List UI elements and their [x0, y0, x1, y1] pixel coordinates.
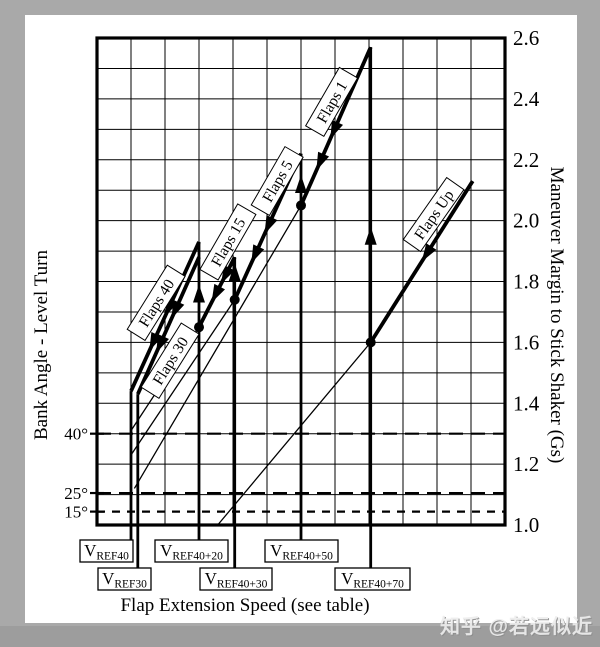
up-arrow — [228, 263, 241, 282]
bank-angle-label: 15° — [64, 503, 88, 522]
up-arrow — [364, 226, 377, 245]
transition-dot — [365, 337, 376, 348]
g-axis-tick-label: 1.0 — [513, 513, 539, 537]
watermark-zhihu: 知乎 @若远似近 — [439, 616, 593, 638]
y-axis-title-right: Maneuver Margin to Stick Shaker (Gs) — [546, 166, 567, 464]
up-arrow — [193, 284, 205, 303]
g-axis-tick-label: 2.6 — [513, 26, 539, 50]
curve-thin-flaps-1 — [133, 205, 302, 489]
g-axis-tick-label: 1.2 — [513, 452, 539, 476]
bank-angle-label: 25° — [64, 484, 88, 503]
vref-label-box — [79, 539, 134, 563]
decel-arrow-flaps-5 — [251, 244, 265, 264]
up-arrow — [295, 174, 307, 193]
vref-label-box — [199, 567, 273, 591]
vref-label-vref40+20: VREF40+20 — [160, 541, 223, 563]
vref-label-vref40+30: VREF40+30 — [205, 569, 268, 591]
curve-thin-flaps-5 — [130, 299, 236, 456]
bank-angle-label: 40° — [64, 425, 88, 444]
vref-label-box — [334, 567, 411, 591]
plot-border — [95, 36, 507, 527]
g-axis-tick-label: 1.4 — [513, 391, 540, 415]
g-axis-tick-label: 2.4 — [513, 87, 540, 111]
decel-arrow-flaps-40 — [149, 331, 163, 351]
g-axis-tick-label: 1.8 — [513, 270, 539, 294]
x-axis-title: Flap Extension Speed (see table) — [120, 595, 370, 616]
decel-arrow-flaps-1 — [330, 120, 344, 139]
curve-label-flaps-30: Flaps 30 — [140, 322, 200, 399]
vref-label-box — [97, 567, 152, 591]
decel-arrow-flaps-1 — [316, 151, 330, 171]
vref-label-box — [154, 539, 229, 563]
decel-arrow-flaps-up — [421, 243, 437, 262]
bottom-gray-strip — [0, 626, 600, 647]
transition-dot — [296, 200, 306, 211]
decel-arrow-flaps-5 — [264, 215, 278, 235]
curve-thin-flaps-up — [217, 341, 372, 526]
decel-arrow-flaps-15 — [211, 283, 226, 303]
vref-label-vref30: VREF30 — [102, 569, 147, 591]
g-axis-tick-label: 2.0 — [513, 209, 539, 233]
g-axis-tick-label: 1.6 — [513, 330, 539, 354]
vref-label-box — [264, 539, 339, 563]
curve-flaps-30 — [136, 256, 201, 395]
vref-label-vref40+70: VREF40+70 — [341, 569, 404, 591]
y-axis-title-left: Bank Angle - Level Turn — [31, 250, 52, 440]
transition-dot — [229, 294, 240, 305]
transition-dot — [194, 322, 204, 333]
vref-label-vref40+50: VREF40+50 — [270, 541, 333, 563]
g-axis-tick-label: 2.2 — [513, 148, 539, 172]
vref-label-vref40: VREF40 — [84, 541, 129, 563]
